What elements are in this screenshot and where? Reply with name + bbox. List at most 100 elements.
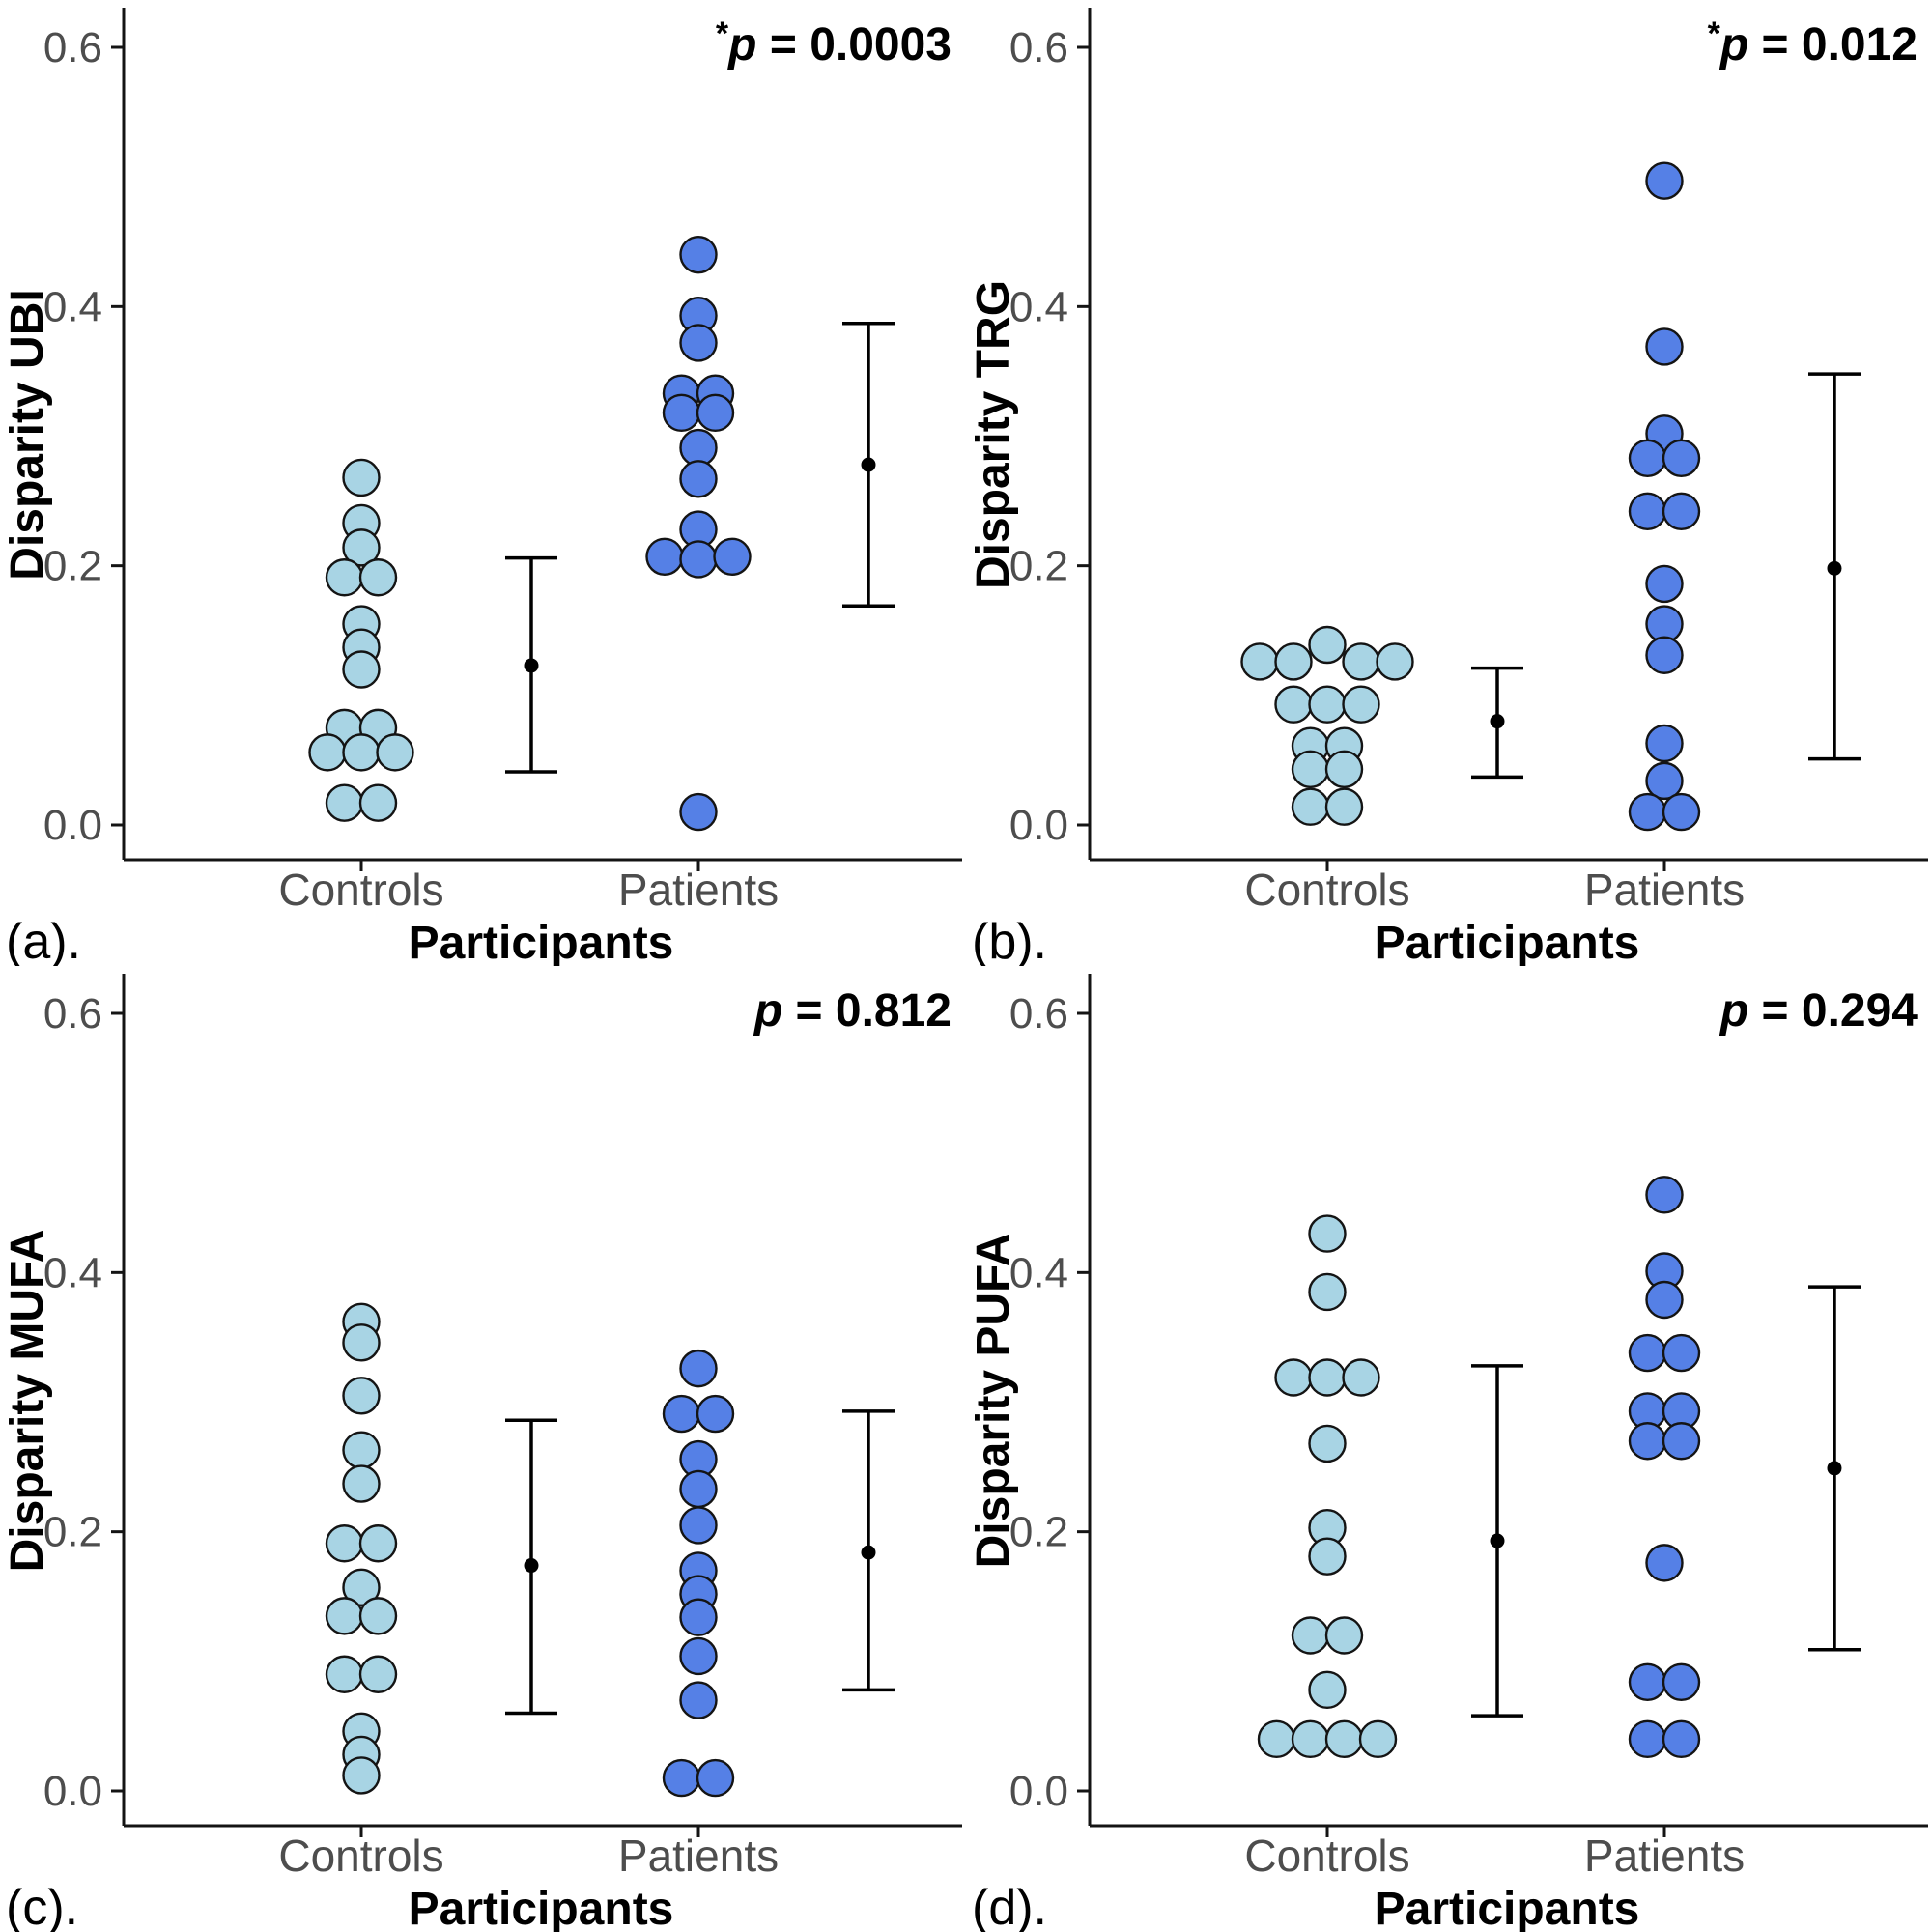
data-point-controls (308, 733, 347, 772)
series-controls (325, 1302, 398, 1795)
data-point-controls (342, 1756, 381, 1795)
data-point-patients (1645, 161, 1684, 200)
series-controls (1240, 625, 1414, 826)
y-tick-label: 0.4 (43, 283, 102, 330)
data-point-controls (1274, 1358, 1313, 1397)
data-point-patients (662, 393, 701, 433)
y-tick-label: 0.6 (1009, 990, 1068, 1037)
data-point-patients (696, 393, 735, 433)
data-point-patients (1628, 1719, 1667, 1759)
data-point-controls (1342, 685, 1380, 724)
data-point-controls (1274, 685, 1313, 724)
y-tick-label: 0.6 (43, 990, 102, 1037)
panel-tag: (c). (6, 1880, 78, 1932)
y-tick-label: 0.6 (1009, 24, 1068, 71)
data-point-patients (679, 1349, 718, 1388)
mean-point (861, 1545, 876, 1560)
mean-point (861, 457, 876, 472)
data-point-patients (1645, 724, 1684, 763)
error-bar-controls (505, 1418, 557, 1716)
y-tick-label: 0.2 (43, 543, 102, 590)
series-patients (662, 1349, 735, 1798)
x-axis-title: Participants (409, 918, 674, 966)
data-point-patients (1628, 439, 1667, 478)
x-axis-title: Participants (409, 1884, 674, 1932)
panel-background (966, 966, 1932, 1932)
data-point-patients (679, 1469, 718, 1509)
data-point-patients (1662, 792, 1701, 832)
y-tick-label: 0.6 (43, 24, 102, 71)
data-point-controls (1324, 750, 1364, 789)
data-point-patients (1645, 564, 1684, 604)
data-point-controls (325, 558, 364, 597)
data-point-controls (1240, 642, 1279, 681)
data-point-patients (696, 1394, 735, 1434)
error-bar-controls (1471, 1364, 1523, 1718)
data-point-controls (1308, 625, 1347, 665)
mean-point (1490, 714, 1505, 729)
data-point-patients (679, 1506, 718, 1545)
data-point-controls (376, 733, 414, 772)
y-axis-title: Disparity TRG (968, 280, 1019, 589)
data-point-controls (1358, 1719, 1398, 1759)
y-axis-title: Disparity PUFA (968, 1234, 1019, 1569)
panel-tag: (b). (972, 914, 1047, 966)
y-tick-label: 0.2 (1009, 1509, 1068, 1556)
data-point-controls (1324, 787, 1364, 826)
data-point-controls (342, 1464, 381, 1503)
data-point-patients (679, 460, 718, 498)
data-point-patients (645, 537, 684, 576)
category-label-patients: Patients (618, 1831, 779, 1881)
y-tick-label: 0.4 (1009, 1249, 1068, 1296)
panel-a-chart: 0.0 0.2 0.4 0.6 Controls Patients Disparity UB… (0, 0, 966, 966)
panel-b-chart: 0.0 0.2 0.4 0.6 Controls Patients Disparity TR… (966, 0, 1932, 966)
data-point-patients (1645, 1280, 1684, 1320)
data-point-patients (679, 1636, 718, 1676)
data-point-controls (1376, 642, 1414, 681)
data-point-patients (696, 1758, 735, 1798)
data-point-controls (358, 558, 398, 597)
data-point-controls (1291, 750, 1330, 789)
mean-point (524, 658, 539, 673)
panel-background (0, 966, 966, 1932)
mean-point (1827, 1461, 1842, 1476)
category-label-controls: Controls (278, 865, 443, 915)
data-point-patients (1628, 792, 1667, 832)
panel-b: 0.0 0.2 0.4 0.6 Controls Patients Disparity TR… (966, 0, 1932, 966)
error-bar-patients (1808, 1285, 1861, 1652)
data-point-controls (325, 1655, 364, 1693)
data-point-controls (358, 1597, 398, 1635)
p-value-annotation: *p = 0.0003 (716, 15, 952, 71)
data-point-controls (1342, 642, 1380, 681)
data-point-controls (342, 458, 381, 497)
data-point-controls (342, 1377, 381, 1415)
panel-c-chart: 0.0 0.2 0.4 0.6 Controls Patients Disparity MU… (0, 966, 966, 1932)
mean-point (1827, 560, 1842, 576)
data-point-controls (1324, 1719, 1364, 1759)
data-point-patients (679, 1598, 718, 1636)
data-point-controls (325, 1597, 364, 1635)
data-point-patients (1628, 1662, 1667, 1701)
data-point-patients (1628, 492, 1667, 531)
data-point-controls (358, 1655, 398, 1693)
y-tick-label: 0.4 (1009, 283, 1068, 330)
data-point-controls (325, 1524, 364, 1563)
category-label-patients: Patients (618, 865, 779, 915)
mean-point (1490, 1533, 1505, 1548)
y-tick-label: 0.0 (43, 1768, 102, 1815)
series-patients (1628, 161, 1701, 832)
data-point-patients (1645, 761, 1684, 801)
data-point-patients (1662, 492, 1701, 531)
series-patients (645, 235, 752, 832)
data-point-patients (679, 235, 718, 274)
panel-background (0, 0, 966, 966)
error-bar-patients (842, 322, 895, 609)
error-bar-controls (505, 555, 557, 774)
data-point-controls (1308, 1272, 1347, 1312)
data-point-patients (1662, 1662, 1701, 1701)
data-point-patients (1645, 1544, 1684, 1582)
x-axis-title: Participants (1375, 918, 1640, 966)
series-patients (1628, 1176, 1701, 1759)
y-tick-label: 0.0 (43, 802, 102, 849)
panel-a: 0.0 0.2 0.4 0.6 Controls Patients Disparity UB… (0, 0, 966, 966)
